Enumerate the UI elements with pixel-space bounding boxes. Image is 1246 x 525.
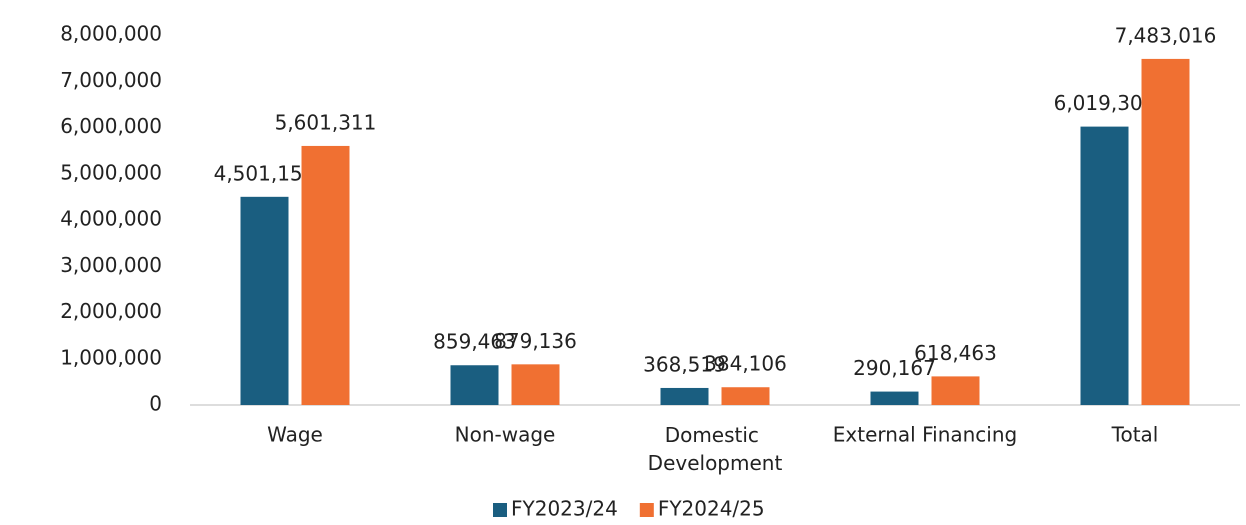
legend-label: FY2024/25: [658, 497, 765, 521]
value-label: 859,463: [433, 330, 516, 354]
bar: [1141, 58, 1190, 405]
bar: [511, 364, 560, 405]
x-tick-label: Non-wage: [455, 423, 556, 447]
value-label: 879,136: [494, 329, 577, 353]
bar: [721, 387, 770, 405]
bar: [240, 196, 289, 405]
value-label: 368,519: [643, 352, 726, 376]
y-tick-label: 8,000,000: [60, 22, 162, 46]
y-tick-label: 5,000,000: [60, 160, 162, 184]
x-tick-label: Domestic Development: [648, 423, 783, 475]
bar: [450, 365, 499, 405]
y-tick-label: 2,000,000: [60, 299, 162, 323]
bar: [660, 387, 709, 405]
y-tick-label: 3,000,000: [60, 253, 162, 277]
value-label: 6,019,306: [1054, 91, 1156, 115]
y-tick-label: 1,000,000: [60, 345, 162, 369]
legend-label: FY2023/24: [511, 497, 618, 521]
bar: [1080, 126, 1129, 406]
value-label: 7,483,016: [1115, 23, 1217, 47]
bar: [301, 145, 350, 405]
y-tick-label: 7,000,000: [60, 68, 162, 92]
value-label: 618,463: [914, 341, 997, 365]
value-label: 290,167: [853, 356, 936, 380]
bar: [931, 376, 980, 405]
y-tick-label: 0: [149, 392, 162, 416]
legend-swatch: [493, 503, 507, 517]
value-label: 4,501,157: [214, 161, 316, 185]
x-tick-label: Total: [1111, 423, 1159, 447]
y-tick-label: 4,000,000: [60, 207, 162, 231]
value-label: 384,106: [704, 352, 787, 376]
value-label: 5,601,311: [275, 110, 377, 134]
y-tick-label: 6,000,000: [60, 114, 162, 138]
legend-swatch: [639, 503, 654, 517]
bar: [870, 391, 919, 405]
x-tick-label: Wage: [267, 423, 323, 447]
x-tick-label: External Financing: [833, 423, 1017, 447]
